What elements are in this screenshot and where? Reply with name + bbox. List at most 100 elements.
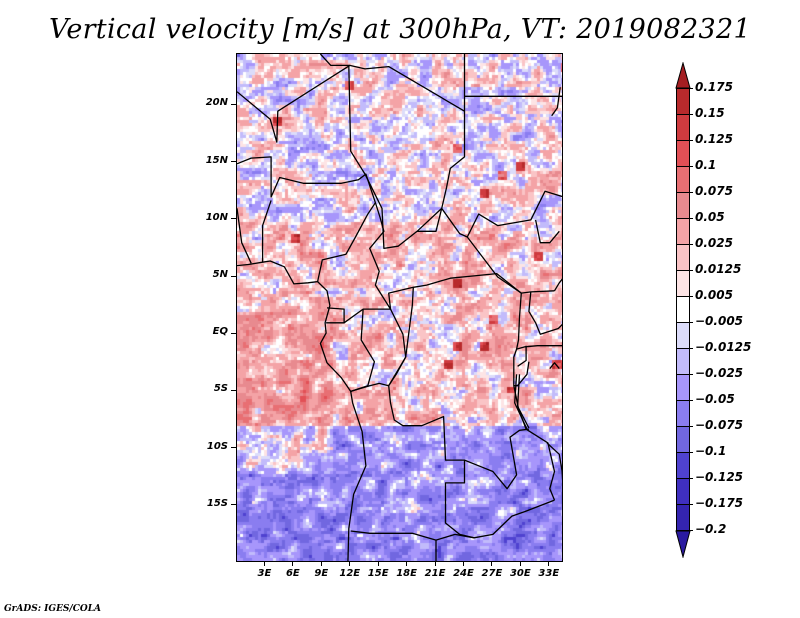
colorbar-swatch	[676, 244, 690, 271]
colorbar-tick	[690, 321, 693, 323]
border-line	[350, 530, 475, 541]
border-line	[464, 428, 529, 490]
colorbar-swatch	[676, 270, 690, 297]
colorbar-swatch	[676, 296, 690, 323]
colorbar-label: −0.075	[695, 418, 744, 432]
border-line	[553, 278, 562, 292]
border-line	[326, 307, 407, 393]
colorbar-tick	[690, 165, 693, 167]
colorbar-label: −0.2	[695, 522, 727, 536]
colorbar-swatch	[676, 322, 690, 349]
colorbar-label: 0.005	[695, 288, 733, 302]
colorbar-tick	[690, 295, 693, 297]
x-tick-mark	[434, 562, 436, 566]
colorbar-tick	[690, 217, 693, 219]
y-tick-label: EQ	[212, 326, 228, 338]
border-line	[561, 463, 562, 480]
colorbar-swatch	[676, 478, 690, 505]
x-tick-mark	[320, 562, 322, 566]
colorbar-tick	[690, 243, 693, 245]
border-line	[261, 200, 272, 263]
colorbar-swatch	[676, 88, 690, 115]
colorbar-tick	[690, 191, 693, 193]
border-line	[348, 65, 443, 250]
colorbar-label: −0.175	[695, 496, 744, 510]
border-line	[514, 374, 528, 430]
x-tick-mark	[292, 562, 294, 566]
colorbar-swatch	[676, 348, 690, 375]
x-tick-label: 9E	[314, 568, 329, 579]
colorbar-tick	[690, 269, 693, 271]
chart-title: Vertical velocity [m/s] at 300hPa, VT: 2…	[49, 14, 751, 45]
colorbar-tick	[690, 425, 693, 427]
colorbar-label: 0.075	[695, 184, 733, 198]
colorbar-tick	[690, 139, 693, 141]
x-tick-label: 15E	[367, 568, 389, 579]
colorbar-label: −0.05	[695, 392, 735, 406]
y-tick-mark	[231, 275, 236, 277]
border-line	[319, 54, 350, 67]
colorbar-tick	[690, 399, 693, 401]
border-line	[534, 219, 560, 244]
border-line	[466, 236, 522, 294]
colorbar-swatch	[676, 374, 690, 401]
colorbar-swatch	[676, 452, 690, 479]
colorbar-swatch	[676, 192, 690, 219]
grads-credit: GrADS: IGES/COLA	[4, 604, 102, 614]
x-tick-label: 12E	[339, 568, 361, 579]
country-borders	[237, 54, 562, 561]
y-tick-label: 15N	[205, 154, 228, 166]
x-tick-label: 3E	[257, 568, 272, 579]
map-plot-area	[236, 53, 563, 562]
y-tick-label: 10N	[205, 211, 228, 223]
colorbar-label: 0.025	[695, 236, 733, 250]
x-tick-mark	[377, 562, 379, 566]
colorbar-label: 0.0125	[695, 262, 742, 276]
colorbar-label: −0.025	[695, 366, 744, 380]
x-tick-label: 21E	[424, 568, 446, 579]
colorbar-swatch	[676, 426, 690, 453]
x-tick-mark	[349, 562, 351, 566]
colorbar-tick	[690, 87, 693, 89]
colorbar-extend-min-arrow	[675, 530, 691, 558]
border-line	[350, 309, 376, 393]
border-line	[237, 156, 555, 310]
y-tick-mark	[231, 332, 236, 334]
x-tick-mark	[263, 562, 265, 566]
colorbar-tick	[690, 451, 693, 453]
colorbar-label: 0.15	[695, 106, 725, 120]
x-tick-mark	[406, 562, 408, 566]
colorbar-tick	[690, 503, 693, 505]
border-line	[516, 374, 530, 429]
x-tick-label: 6E	[285, 568, 300, 579]
border-line	[513, 348, 556, 501]
border-line	[237, 64, 562, 238]
colorbar-swatch	[676, 504, 690, 531]
colorbar-tick	[690, 477, 693, 479]
x-tick-label: 33E	[538, 568, 560, 579]
border-line	[546, 442, 562, 475]
colorbar-label: 0.1	[695, 158, 717, 172]
colorbar-label: 0.05	[695, 210, 725, 224]
x-tick-label: 27E	[481, 568, 503, 579]
colorbar-label: 0.175	[695, 80, 733, 94]
y-tick-mark	[231, 504, 236, 506]
x-tick-label: 30E	[509, 568, 531, 579]
x-tick-mark	[462, 562, 464, 566]
x-tick-mark	[491, 562, 493, 566]
x-tick-mark	[519, 562, 521, 566]
border-line	[528, 291, 562, 335]
colorbar-swatch	[676, 140, 690, 167]
colorbar-swatch	[676, 218, 690, 245]
vertical-velocity-field	[237, 54, 562, 561]
colorbar-tick	[690, 113, 693, 115]
y-tick-label: 15S	[206, 497, 228, 509]
y-tick-mark	[231, 103, 236, 105]
x-tick-label: 24E	[453, 568, 474, 579]
colorbar-swatch	[676, 166, 690, 193]
border-line	[237, 208, 252, 264]
y-tick-mark	[231, 389, 236, 391]
colorbar-swatch	[676, 114, 690, 141]
border-line	[549, 362, 560, 370]
border-line	[237, 260, 367, 561]
